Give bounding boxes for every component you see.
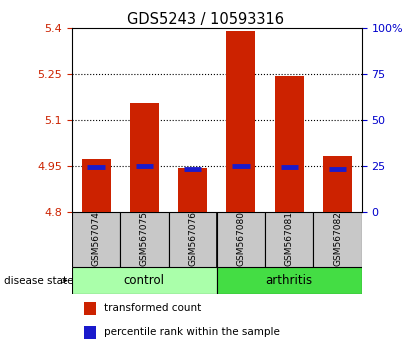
Bar [83,326,96,339]
Bar [83,302,96,315]
Bar [169,212,217,267]
Bar [323,156,352,212]
Text: GSM567076: GSM567076 [188,211,197,266]
Text: control: control [124,274,165,287]
Bar [120,212,169,267]
Bar [81,159,111,212]
Bar [314,212,362,267]
Text: GSM567074: GSM567074 [92,211,101,266]
Bar [130,103,159,212]
Text: transformed count: transformed count [104,303,202,313]
Bar [72,212,120,267]
Bar [217,212,265,267]
Text: GSM567082: GSM567082 [333,211,342,266]
Text: GSM567080: GSM567080 [236,211,245,266]
Text: arthritis: arthritis [266,274,313,287]
Text: GSM567081: GSM567081 [285,211,294,266]
Bar [275,76,304,212]
Bar [217,267,362,294]
Text: disease state: disease state [4,275,74,286]
Text: GDS5243 / 10593316: GDS5243 / 10593316 [127,12,284,27]
Text: GSM567075: GSM567075 [140,211,149,266]
Bar [178,168,207,212]
Bar [265,212,314,267]
Text: percentile rank within the sample: percentile rank within the sample [104,327,280,337]
Bar [72,267,217,294]
Bar [226,32,256,212]
